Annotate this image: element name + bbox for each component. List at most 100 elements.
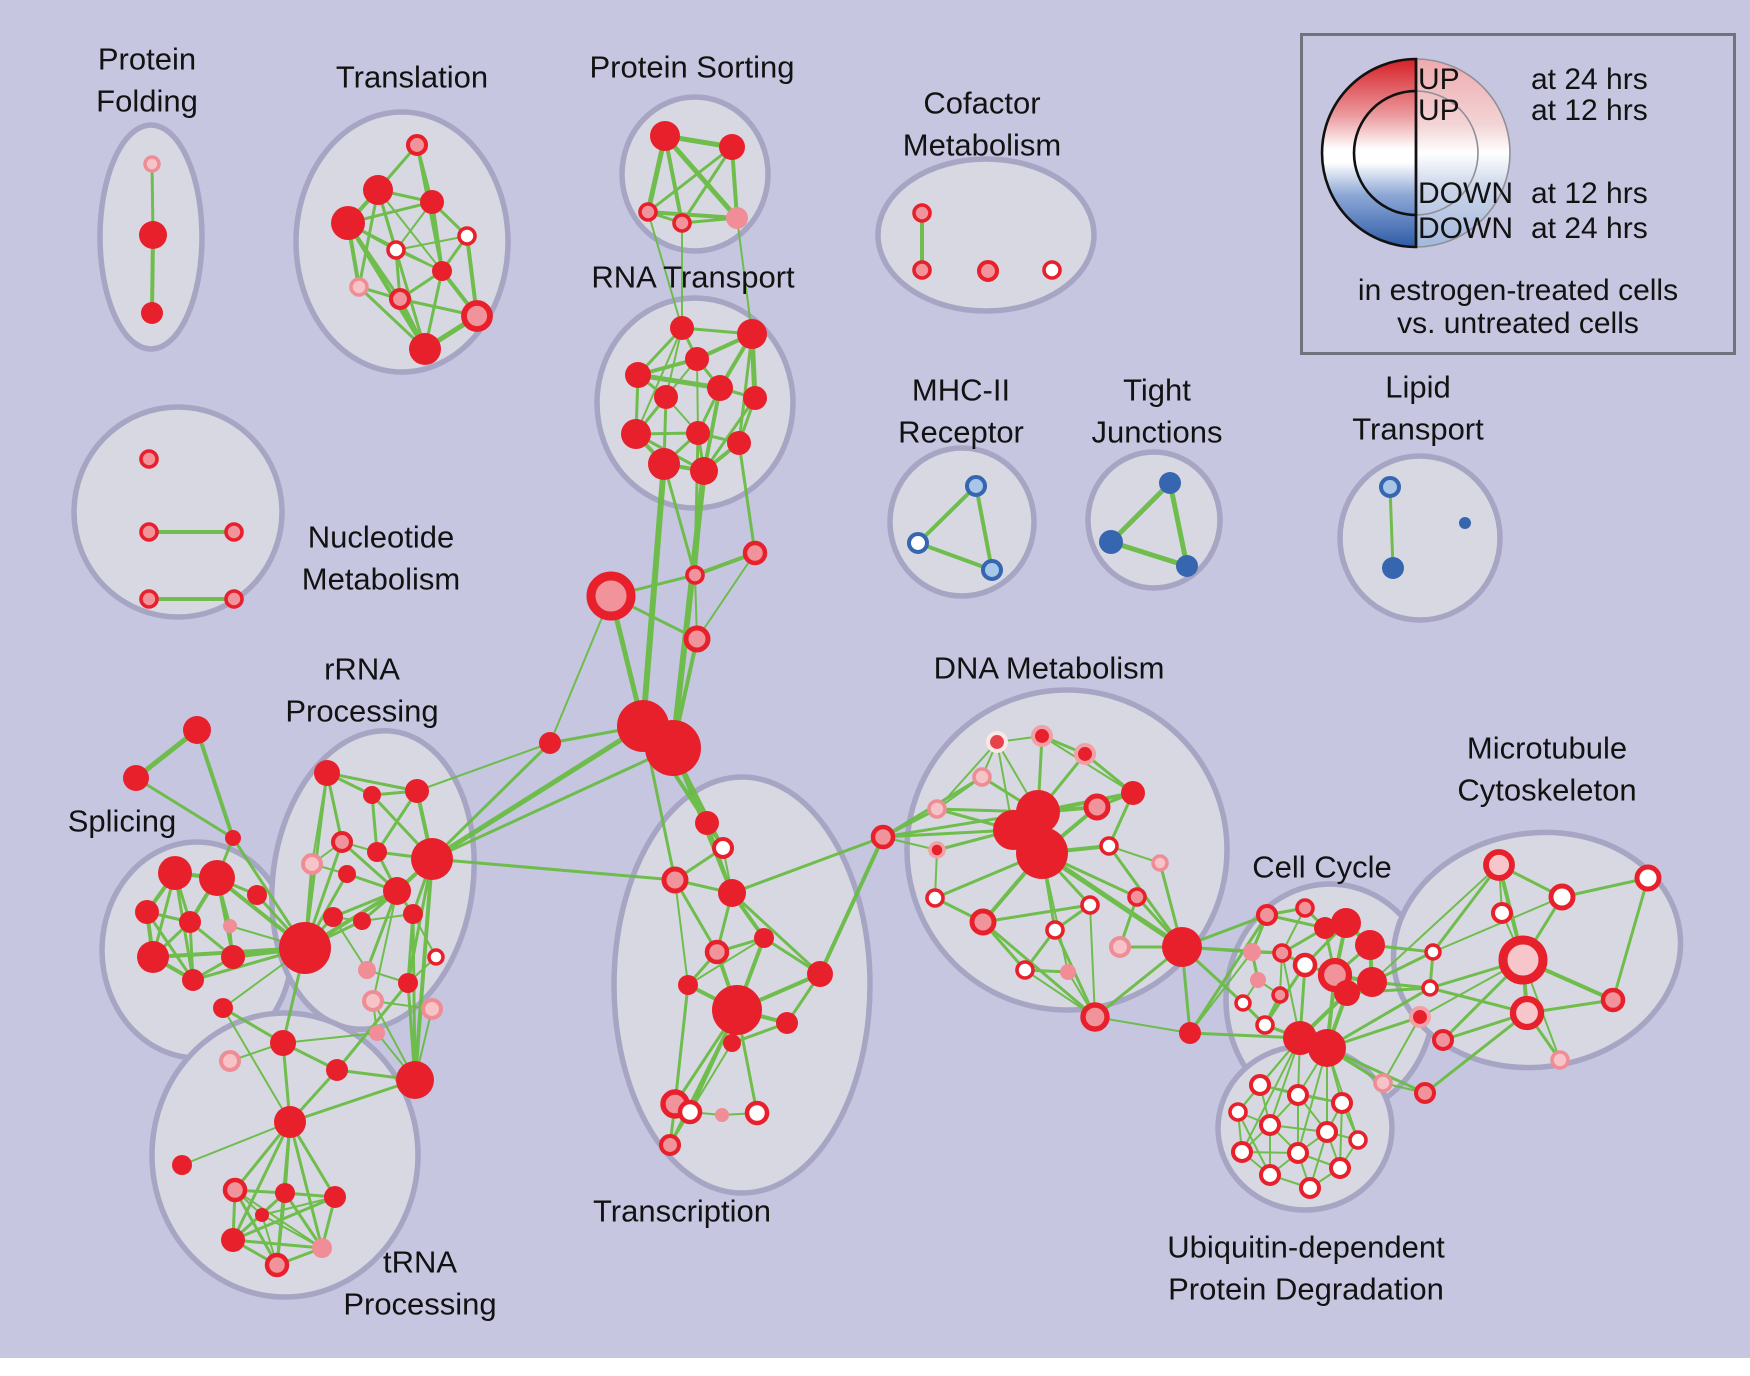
network-edge bbox=[981, 920, 1097, 1019]
network-node bbox=[1382, 557, 1404, 579]
network-node bbox=[420, 190, 444, 214]
legend-note-line1: in estrogen-treated cells bbox=[1357, 274, 1679, 307]
network-edge bbox=[231, 1120, 292, 1242]
network-edge bbox=[332, 916, 368, 971]
network-node bbox=[648, 448, 680, 480]
network-node bbox=[1045, 920, 1065, 940]
network-node bbox=[776, 1012, 798, 1034]
legend-time-12-down: at 12 hrs bbox=[1531, 177, 1648, 210]
network-node bbox=[744, 1100, 770, 1126]
network-edge bbox=[181, 1121, 291, 1166]
network-edge bbox=[680, 145, 734, 225]
network-node bbox=[586, 571, 636, 621]
network-node bbox=[326, 1059, 348, 1081]
network-node bbox=[754, 928, 774, 948]
network-node bbox=[141, 302, 163, 324]
network-node bbox=[712, 985, 762, 1035]
network-edge bbox=[635, 372, 723, 391]
network-node bbox=[1230, 1140, 1254, 1164]
cluster-label-translation-line0: Translation bbox=[336, 60, 488, 95]
network-node bbox=[1042, 260, 1062, 280]
network-edge bbox=[702, 396, 757, 473]
network-node bbox=[1509, 995, 1545, 1031]
network-node bbox=[1421, 979, 1439, 997]
network-node bbox=[349, 277, 369, 297]
network-node bbox=[274, 1106, 306, 1138]
legend-dir-down-24: DOWN bbox=[1418, 212, 1513, 245]
network-node bbox=[1080, 1002, 1110, 1032]
network-node bbox=[661, 866, 689, 894]
legend-dir-up-12: UP bbox=[1418, 94, 1460, 127]
network-node bbox=[1099, 530, 1123, 554]
network-node bbox=[264, 1252, 290, 1278]
network-edge bbox=[646, 210, 739, 220]
network-edge bbox=[635, 327, 683, 435]
network-node bbox=[411, 838, 453, 880]
network-node bbox=[367, 842, 387, 862]
network-node bbox=[707, 375, 733, 401]
network-node bbox=[135, 900, 159, 924]
cluster-label-mhc-ii-receptor-line1: Receptor bbox=[898, 415, 1024, 450]
network-node bbox=[686, 421, 710, 445]
network-node bbox=[224, 522, 244, 542]
cluster-ellipse-nucleotide-metabolism bbox=[71, 404, 285, 620]
network-edge bbox=[673, 878, 719, 954]
network-node bbox=[1378, 475, 1402, 499]
network-edge bbox=[974, 484, 994, 572]
network-node bbox=[925, 888, 945, 908]
network-edge bbox=[134, 776, 235, 840]
network-edge bbox=[1325, 986, 1432, 1050]
network-node bbox=[1179, 1022, 1201, 1044]
network-node bbox=[690, 457, 718, 485]
network-edge bbox=[395, 235, 468, 251]
network-edge bbox=[1188, 913, 1269, 1035]
cluster-labels: Protein Folding Translation Protein Sorting… bbox=[68, 42, 1637, 1322]
network-node bbox=[1272, 943, 1292, 963]
network-node bbox=[312, 1238, 332, 1258]
network-nodes bbox=[123, 121, 1662, 1278]
network-node bbox=[386, 240, 406, 260]
network-node bbox=[139, 522, 159, 542]
network-node bbox=[807, 961, 833, 987]
network-edge bbox=[416, 742, 551, 792]
cluster-label-dna-metabolism-line0: DNA Metabolism bbox=[934, 651, 1165, 686]
cluster-ellipse-trna-processing bbox=[149, 1010, 421, 1300]
network-node bbox=[143, 155, 161, 173]
network-node bbox=[743, 386, 767, 410]
network-node bbox=[1250, 972, 1266, 988]
network-node bbox=[279, 922, 331, 974]
network-node bbox=[719, 134, 745, 160]
network-edge bbox=[261, 1196, 336, 1216]
network-node bbox=[398, 973, 418, 993]
network-node bbox=[405, 779, 429, 803]
cluster-ellipse-lipid-transport bbox=[1337, 453, 1503, 623]
cluster-label-cell-cycle-line0: Cell Cycle bbox=[1252, 850, 1392, 885]
network-node bbox=[685, 347, 709, 371]
network-node bbox=[1490, 901, 1514, 925]
network-node bbox=[1060, 964, 1076, 980]
network-node bbox=[221, 1228, 245, 1252]
network-edge bbox=[730, 891, 822, 976]
cluster-label-rrna-processing-line0: rRNA bbox=[324, 652, 400, 687]
network-node bbox=[1108, 935, 1132, 959]
network-node bbox=[183, 716, 211, 744]
network-node bbox=[255, 1208, 269, 1222]
legend-note-line2: vs. untreated cells bbox=[1397, 307, 1639, 340]
network-edge bbox=[1611, 876, 1650, 1002]
network-node bbox=[1258, 1163, 1282, 1187]
network-edge bbox=[1094, 1016, 1191, 1034]
legend-time-24-down: at 24 hrs bbox=[1531, 212, 1648, 245]
cluster-label-trna-processing-line0: tRNA bbox=[383, 1245, 457, 1280]
network-node bbox=[683, 625, 711, 653]
network-edge bbox=[288, 1120, 324, 1250]
cluster-label-cofactor-metabolism-line0: Cofactor bbox=[923, 86, 1040, 121]
network-edge bbox=[693, 469, 706, 577]
cluster-label-protein-folding-line0: Protein bbox=[98, 42, 196, 77]
network-node bbox=[1373, 1073, 1393, 1093]
network-node bbox=[1292, 952, 1318, 978]
network-edge bbox=[818, 835, 885, 976]
network-node bbox=[1151, 854, 1169, 872]
network-node bbox=[1548, 883, 1576, 911]
network-edge bbox=[668, 1008, 739, 1147]
